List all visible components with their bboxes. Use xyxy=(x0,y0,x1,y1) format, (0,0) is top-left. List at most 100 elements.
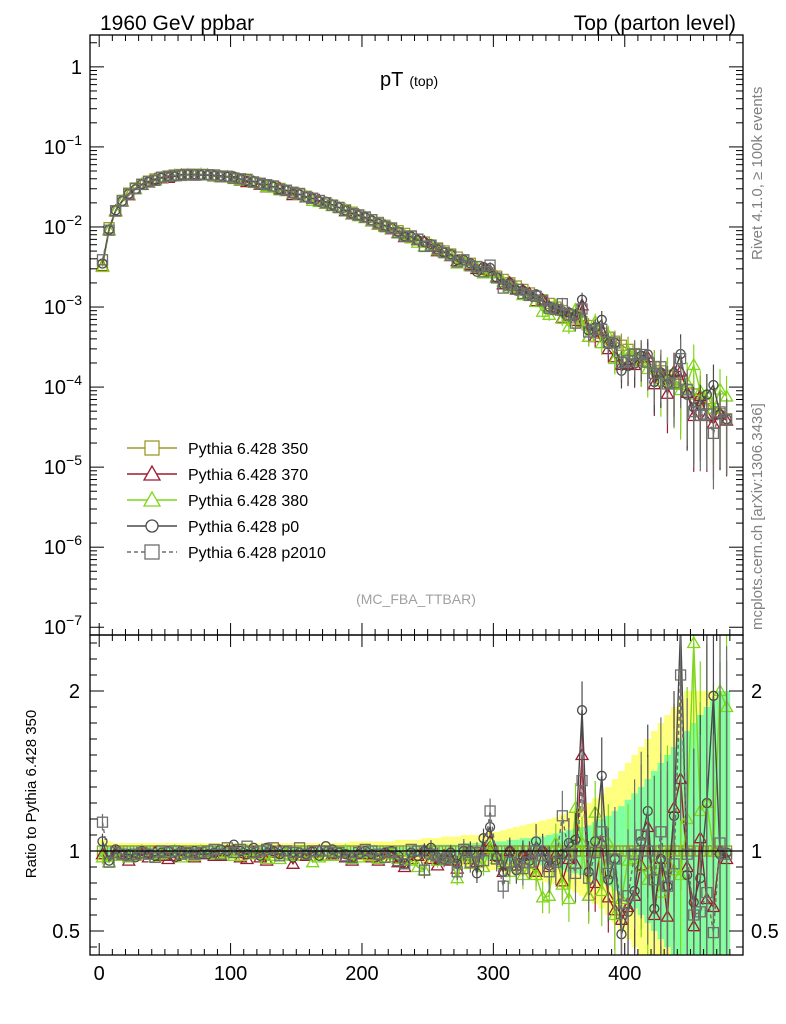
ratio-point xyxy=(438,853,450,865)
ratio-point xyxy=(285,856,301,869)
ratio-point xyxy=(517,862,529,875)
x-tick-label: 400 xyxy=(608,963,641,985)
ratio-point xyxy=(701,886,713,899)
data-point xyxy=(490,272,503,284)
ratio-y-tick-label: 2 xyxy=(69,681,80,703)
data-point xyxy=(628,348,641,360)
ratio-point xyxy=(550,856,562,868)
data-point xyxy=(287,186,299,199)
data-point xyxy=(648,367,660,379)
data-point xyxy=(313,194,325,207)
x-tick-label: 100 xyxy=(214,963,247,985)
ratio-point xyxy=(674,669,687,681)
ratio-point xyxy=(681,848,693,860)
ratio-point xyxy=(418,864,431,876)
data-point xyxy=(109,205,122,217)
data-point xyxy=(477,266,490,278)
data-point xyxy=(136,178,148,191)
ratio-point xyxy=(174,850,189,863)
data-point xyxy=(307,192,319,204)
data-point xyxy=(701,408,713,420)
x-tick-label: 0 xyxy=(94,963,105,985)
legend-item: Pythia 6.428 p0 xyxy=(127,519,299,536)
data-point xyxy=(681,384,693,396)
data-point xyxy=(661,378,674,390)
ratio-point xyxy=(556,810,568,822)
ratio-point xyxy=(476,859,491,873)
ratio-point xyxy=(607,907,623,921)
data-point xyxy=(543,302,555,314)
data-point xyxy=(182,168,194,181)
data-point xyxy=(162,170,174,183)
data-point xyxy=(261,179,273,191)
data-point xyxy=(602,336,614,349)
ratio-point xyxy=(326,846,339,859)
ratio-point xyxy=(300,848,312,860)
ratio-point xyxy=(261,843,273,856)
data-point xyxy=(655,361,667,373)
ratio-point xyxy=(116,848,128,860)
main-panel-series xyxy=(95,167,734,490)
data-point xyxy=(425,240,437,252)
ratio-point xyxy=(353,846,365,859)
data-point xyxy=(596,323,608,335)
data-point xyxy=(594,335,609,349)
data-point xyxy=(714,406,726,418)
ratio-point xyxy=(555,877,570,890)
legend-label: Pythia 6.428 380 xyxy=(188,493,308,510)
data-point xyxy=(320,197,332,209)
ratio-point xyxy=(668,858,680,870)
data-point xyxy=(569,317,582,329)
data-point xyxy=(622,355,634,367)
legend-label: Pythia 6.428 p0 xyxy=(188,519,299,536)
data-point xyxy=(536,295,549,307)
ratio-point xyxy=(109,846,122,859)
ratio-point xyxy=(504,856,516,868)
ratio-point xyxy=(568,800,583,813)
series-pythia-6-428-p0 xyxy=(97,169,732,476)
ratio-point xyxy=(372,848,385,860)
legend-marker xyxy=(142,490,162,507)
ratio-point xyxy=(344,853,360,866)
ratio-point xyxy=(423,851,439,865)
data-point xyxy=(609,337,621,349)
ratio-y-tick-label-right: 2 xyxy=(751,681,762,703)
ratio-point xyxy=(673,867,688,881)
data-point xyxy=(339,205,352,217)
data-point xyxy=(418,240,431,253)
ratio-point xyxy=(228,846,240,859)
ratio-point xyxy=(149,851,161,864)
legend-label: Pythia 6.428 p2010 xyxy=(188,545,326,562)
data-point xyxy=(254,177,266,189)
y-tick-label: 10−7 xyxy=(44,612,82,639)
data-point xyxy=(95,259,110,273)
ratio-point xyxy=(399,858,411,870)
analysis-label: (MC_FBA_TTBAR) xyxy=(356,591,476,607)
ratio-point xyxy=(557,849,568,860)
data-point xyxy=(399,230,411,242)
ratio-point xyxy=(523,856,536,868)
ratio-y-tick-label: 1 xyxy=(69,841,80,863)
ratio-point xyxy=(542,888,557,901)
data-point xyxy=(195,169,207,181)
ratio-point xyxy=(648,874,660,886)
data-point xyxy=(234,173,247,185)
legend-marker xyxy=(144,544,160,560)
data-point xyxy=(267,180,279,192)
series-line xyxy=(101,173,728,411)
ratio-point xyxy=(582,872,595,884)
data-point xyxy=(445,249,457,262)
data-point xyxy=(556,298,568,310)
ratio-point xyxy=(686,635,701,649)
y-tick-label: 10−2 xyxy=(44,212,82,239)
ratio-point xyxy=(392,854,404,867)
y-tick-label: 10−3 xyxy=(44,292,82,319)
data-point xyxy=(116,195,128,207)
data-point xyxy=(550,303,562,316)
data-point xyxy=(576,303,588,315)
ratio-point xyxy=(471,868,483,879)
ratio-point xyxy=(182,846,194,859)
data-point xyxy=(497,282,509,294)
ratio-point xyxy=(445,851,457,864)
ratio-point xyxy=(543,866,555,878)
